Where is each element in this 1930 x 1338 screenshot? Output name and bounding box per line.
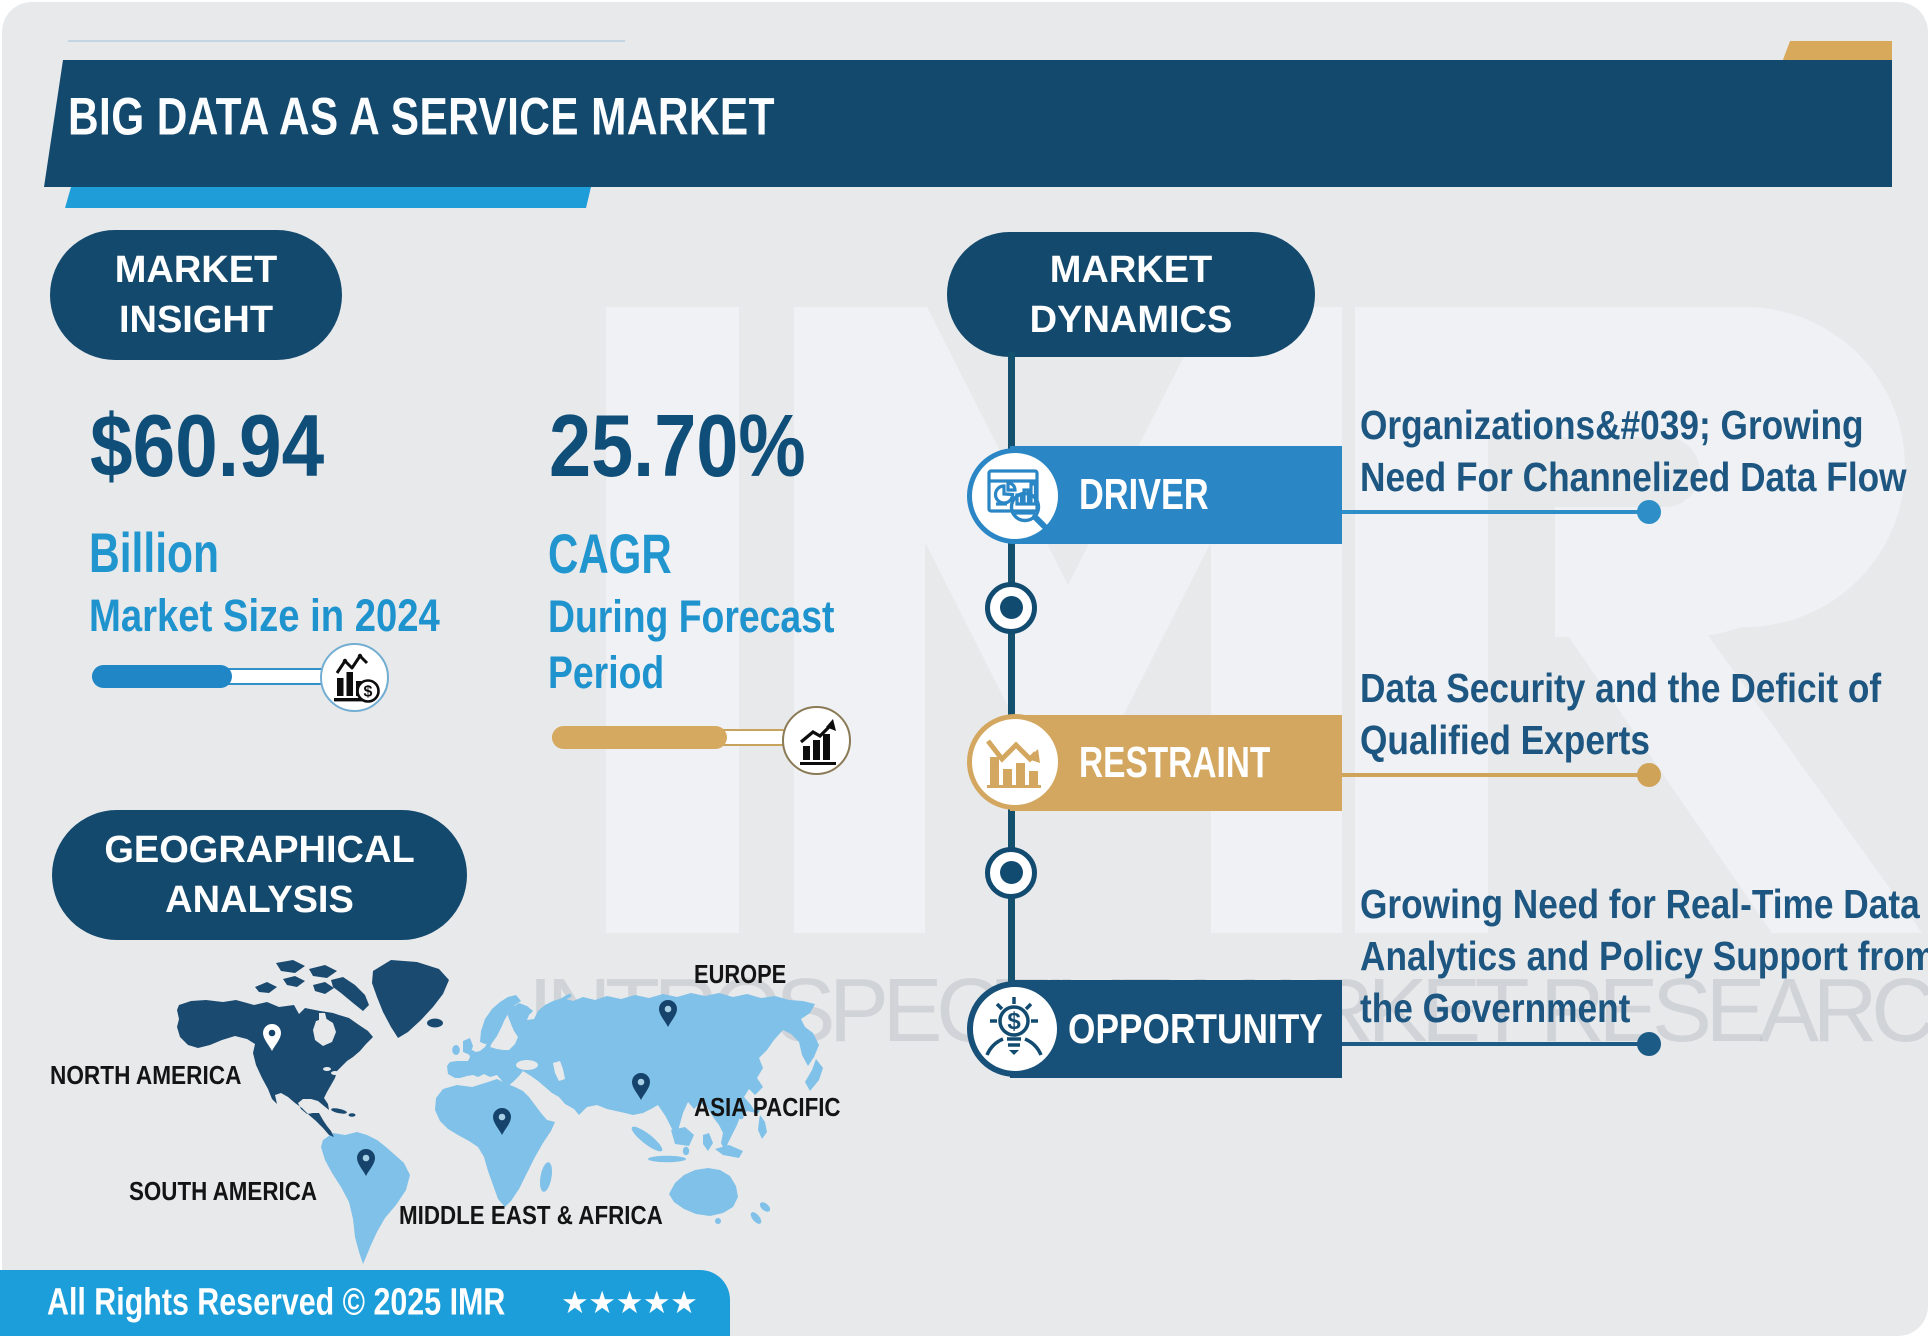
svg-text:$: $ (1007, 1008, 1021, 1035)
svg-text:$: $ (364, 684, 373, 701)
